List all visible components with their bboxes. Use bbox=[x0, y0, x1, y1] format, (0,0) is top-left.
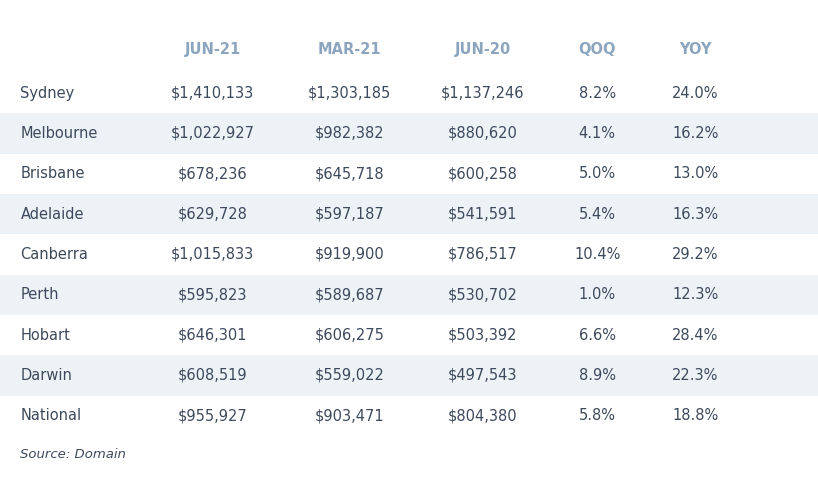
Text: 8.9%: 8.9% bbox=[578, 368, 616, 383]
Text: $1,303,185: $1,303,185 bbox=[308, 86, 391, 101]
Text: $1,022,927: $1,022,927 bbox=[171, 126, 254, 141]
Text: YOY: YOY bbox=[679, 42, 712, 57]
Bar bbox=[0, 194, 818, 234]
Text: National: National bbox=[20, 408, 82, 423]
Text: Brisbane: Brisbane bbox=[20, 166, 85, 181]
Text: 5.4%: 5.4% bbox=[578, 207, 616, 222]
Bar bbox=[0, 154, 818, 194]
Text: $559,022: $559,022 bbox=[315, 368, 384, 383]
Bar bbox=[0, 355, 818, 396]
Text: 16.2%: 16.2% bbox=[672, 126, 718, 141]
Text: 28.4%: 28.4% bbox=[672, 328, 718, 343]
Text: 16.3%: 16.3% bbox=[672, 207, 718, 222]
Bar bbox=[0, 73, 818, 113]
Text: $646,301: $646,301 bbox=[178, 328, 247, 343]
Text: $530,702: $530,702 bbox=[447, 287, 518, 302]
Text: Sydney: Sydney bbox=[20, 86, 74, 101]
Text: 24.0%: 24.0% bbox=[672, 86, 718, 101]
Text: $606,275: $606,275 bbox=[315, 328, 384, 343]
Text: 5.0%: 5.0% bbox=[578, 166, 616, 181]
Text: $645,718: $645,718 bbox=[315, 166, 384, 181]
Text: 4.1%: 4.1% bbox=[578, 126, 616, 141]
Text: 1.0%: 1.0% bbox=[578, 287, 616, 302]
Text: MAR-21: MAR-21 bbox=[318, 42, 381, 57]
Text: QOQ: QOQ bbox=[578, 42, 616, 57]
Text: Hobart: Hobart bbox=[20, 328, 70, 343]
Bar bbox=[0, 234, 818, 275]
Text: Perth: Perth bbox=[20, 287, 59, 302]
Bar bbox=[0, 396, 818, 436]
Text: $786,517: $786,517 bbox=[447, 247, 518, 262]
Text: 12.3%: 12.3% bbox=[672, 287, 718, 302]
Bar bbox=[0, 113, 818, 154]
Text: 29.2%: 29.2% bbox=[672, 247, 718, 262]
Text: $600,258: $600,258 bbox=[447, 166, 518, 181]
Text: 8.2%: 8.2% bbox=[578, 86, 616, 101]
Text: $1,137,246: $1,137,246 bbox=[441, 86, 524, 101]
Text: $541,591: $541,591 bbox=[448, 207, 517, 222]
Text: Adelaide: Adelaide bbox=[20, 207, 84, 222]
Text: Source: Domain: Source: Domain bbox=[20, 448, 126, 461]
Text: $982,382: $982,382 bbox=[315, 126, 384, 141]
Text: $955,927: $955,927 bbox=[178, 408, 248, 423]
Text: $503,392: $503,392 bbox=[448, 328, 517, 343]
Text: Melbourne: Melbourne bbox=[20, 126, 98, 141]
Text: 18.8%: 18.8% bbox=[672, 408, 718, 423]
Text: Darwin: Darwin bbox=[20, 368, 72, 383]
Bar bbox=[0, 315, 818, 355]
Text: JUN-21: JUN-21 bbox=[185, 42, 240, 57]
Text: 13.0%: 13.0% bbox=[672, 166, 718, 181]
Text: 6.6%: 6.6% bbox=[578, 328, 616, 343]
Bar bbox=[0, 275, 818, 315]
Text: $629,728: $629,728 bbox=[178, 207, 248, 222]
Text: JUN-20: JUN-20 bbox=[455, 42, 510, 57]
Text: $804,380: $804,380 bbox=[447, 408, 518, 423]
Text: $1,410,133: $1,410,133 bbox=[171, 86, 254, 101]
Text: 10.4%: 10.4% bbox=[574, 247, 620, 262]
Text: $608,519: $608,519 bbox=[178, 368, 248, 383]
Text: $595,823: $595,823 bbox=[178, 287, 247, 302]
Text: $903,471: $903,471 bbox=[315, 408, 384, 423]
Text: $1,015,833: $1,015,833 bbox=[171, 247, 254, 262]
Text: $497,543: $497,543 bbox=[448, 368, 517, 383]
Text: Canberra: Canberra bbox=[20, 247, 88, 262]
Text: $880,620: $880,620 bbox=[447, 126, 518, 141]
Text: 5.8%: 5.8% bbox=[578, 408, 616, 423]
Text: $597,187: $597,187 bbox=[315, 207, 384, 222]
Text: $678,236: $678,236 bbox=[178, 166, 248, 181]
Text: $919,900: $919,900 bbox=[315, 247, 384, 262]
Text: 22.3%: 22.3% bbox=[672, 368, 718, 383]
Text: $589,687: $589,687 bbox=[315, 287, 384, 302]
